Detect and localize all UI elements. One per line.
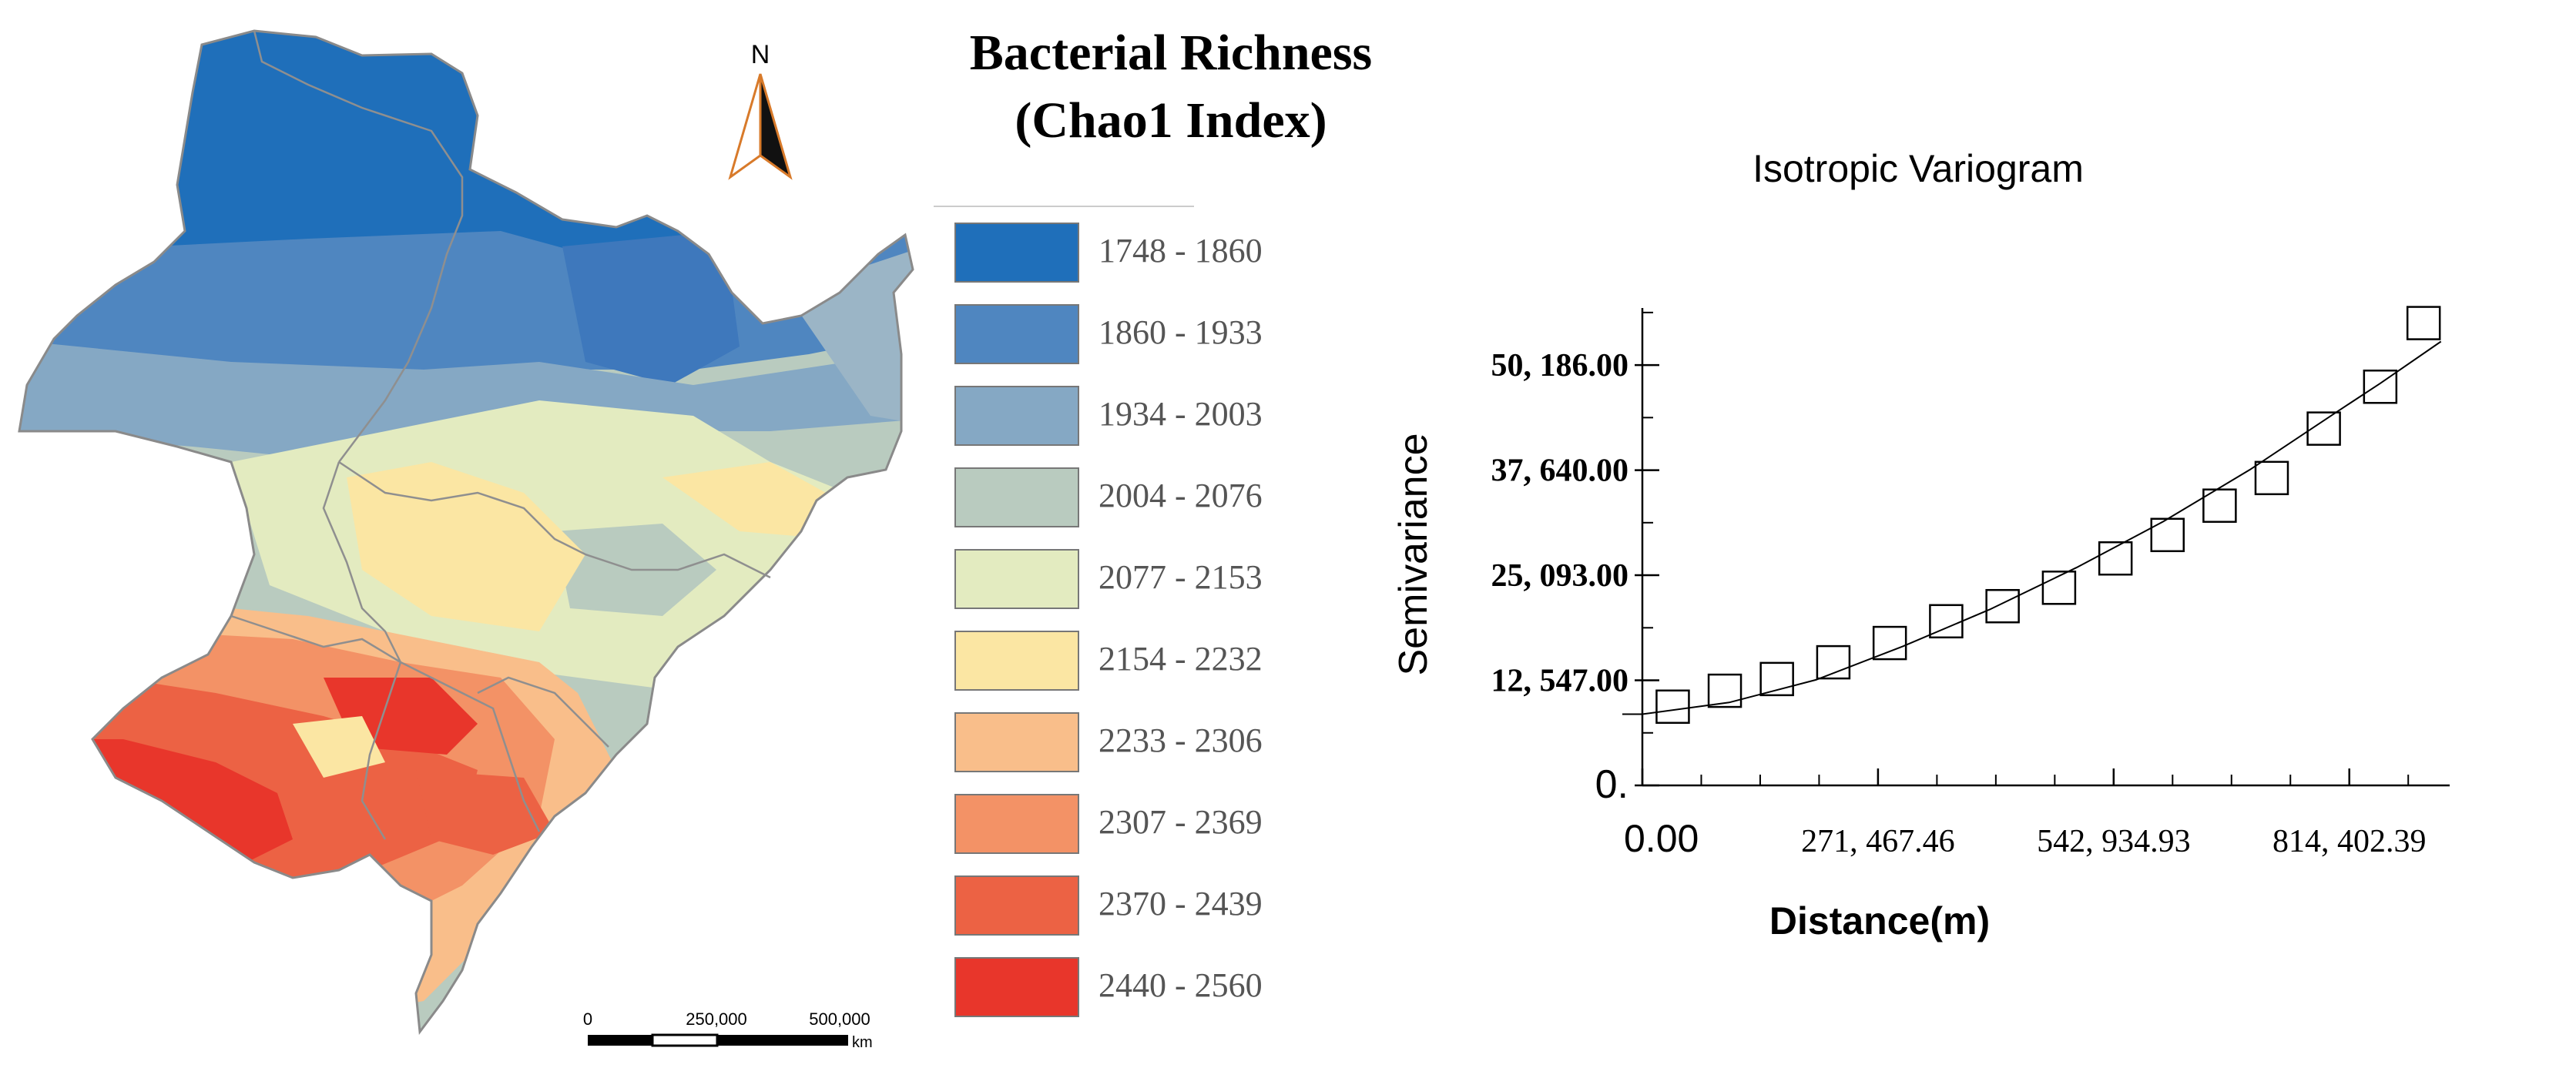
variogram-point [1759, 661, 1794, 697]
variogram-panel: Isotropic Variogram 0. 12, 547.00 25, 093.… [1391, 147, 2450, 942]
province-borders [230, 30, 771, 840]
variogram-point [1985, 588, 2020, 624]
scale-label-0: 0 [583, 1009, 592, 1029]
variogram-point [1872, 625, 1907, 661]
scale-bar: 0 250,000 500,000 km [583, 1009, 873, 1051]
region-outline [18, 29, 914, 1035]
legend-label: 2440 - 2560 [1098, 966, 1263, 1004]
legend-items: 1748 - 1860 1860 - 1933 1934 - 2003 2004 - … [954, 223, 1263, 1017]
y-axis-label: Semivariance [1391, 433, 1436, 675]
x-tick-label: 0.00 [1624, 817, 1699, 860]
variogram-point [1929, 604, 1964, 639]
legend-swatch [954, 467, 1079, 527]
legend-label: 2370 - 2439 [1098, 885, 1263, 922]
variogram-point [2254, 460, 2289, 496]
variogram-point [1816, 644, 1851, 680]
legend-swatch [954, 631, 1079, 691]
legend-swatch [954, 549, 1079, 609]
y-tick-label: 12, 547.00 [1491, 664, 1629, 699]
points-layer [1655, 306, 2441, 725]
y-tick-label: 50, 186.00 [1491, 348, 1629, 383]
variogram-point [2363, 369, 2398, 404]
x-tick-label: 814, 402.39 [2272, 824, 2427, 859]
north-arrow: N [728, 40, 793, 180]
legend-swatch [954, 794, 1079, 854]
y-axis-ticks: 0. 12, 547.00 25, 093.00 37, 640.00 50, 186.… [1491, 348, 1659, 807]
scale-label-1: 250,000 [686, 1009, 747, 1029]
legend-title-line1: Bacterial Richness [970, 25, 1372, 81]
x-tick-label: 542, 934.93 [2037, 824, 2191, 859]
north-arrow-light-half-icon [728, 73, 762, 180]
variogram-model-line [1622, 340, 2442, 715]
variogram-point [2098, 541, 2133, 576]
y-tick-label: 37, 640.00 [1491, 454, 1629, 489]
x-tick-label: 271, 467.46 [1801, 824, 1955, 859]
legend-swatch [954, 304, 1079, 364]
legend-swatch [954, 223, 1079, 283]
legend-swatch [954, 712, 1079, 772]
richness-surface [19, 31, 913, 1032]
x-axis-ticks: 0.00 271, 467.46 542, 934.93 814, 402.39 [1624, 768, 2426, 860]
y-tick-label: 0. [1595, 762, 1628, 807]
legend-label: 2307 - 2369 [1098, 803, 1263, 841]
north-arrow-dark-half-icon [759, 73, 793, 180]
legend-swatch [954, 957, 1079, 1017]
legend: Bacterial Richness (Chao1 Index) 1748 - … [934, 25, 1372, 1017]
map-panel [18, 29, 914, 1035]
legend-label: 2077 - 2153 [1098, 558, 1263, 596]
variogram-point [1707, 673, 1742, 708]
scale-unit: km [852, 1034, 873, 1051]
legend-label: 1748 - 1860 [1098, 232, 1263, 270]
legend-label: 1934 - 2003 [1098, 395, 1263, 433]
legend-swatch [954, 386, 1079, 446]
variogram-point [2041, 571, 2077, 605]
y-tick-label: 25, 093.00 [1491, 558, 1629, 594]
variogram-point [2150, 517, 2185, 553]
variogram-point [2202, 488, 2237, 523]
variogram-point [1655, 689, 1690, 725]
scale-segment-1 [588, 1035, 652, 1046]
scale-segment-3 [717, 1035, 848, 1046]
legend-label: 2233 - 2306 [1098, 721, 1263, 759]
scale-segment-2 [651, 1033, 719, 1047]
model-line-layer [1622, 340, 2442, 715]
variogram-point [2406, 306, 2441, 340]
legend-title-line2: (Chao1 Index) [1015, 92, 1327, 149]
legend-label: 1860 - 1933 [1098, 313, 1263, 351]
variogram-point [2306, 411, 2341, 446]
legend-swatch [954, 875, 1079, 936]
plot-frame [1641, 308, 2450, 787]
x-axis-label: Distance(m) [1769, 899, 1990, 942]
north-label: N [751, 40, 770, 69]
legend-label: 2004 - 2076 [1098, 477, 1263, 514]
legend-label: 2154 - 2232 [1098, 640, 1263, 678]
scale-label-2: 500,000 [809, 1009, 870, 1029]
chart-title: Isotropic Variogram [1753, 147, 2084, 190]
